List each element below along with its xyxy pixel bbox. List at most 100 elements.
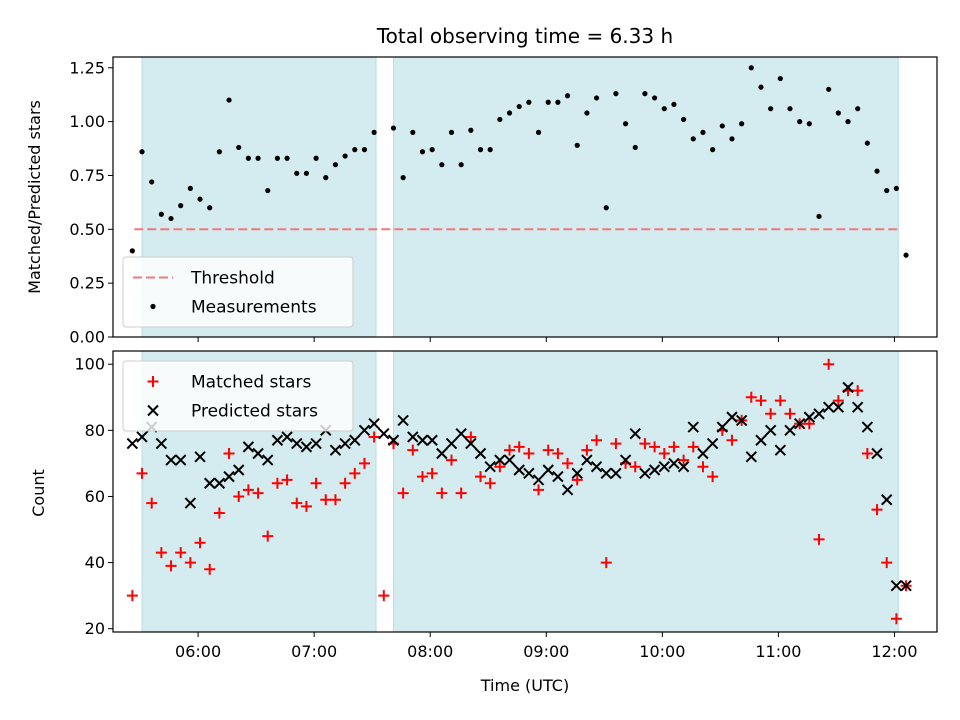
x-tick-label: 12:00 <box>871 642 917 661</box>
data-point-x <box>378 427 390 440</box>
data-point-x <box>426 434 438 446</box>
data-point-plus <box>136 467 148 479</box>
x-tick-label: 08:00 <box>407 642 453 661</box>
data-point-x <box>639 467 651 480</box>
data-point-plus <box>213 507 225 519</box>
top-legend: Threshold Measurements <box>122 256 354 328</box>
data-point-plus <box>813 533 825 545</box>
data-point-x <box>436 447 448 460</box>
data-point-dot <box>700 129 706 135</box>
legend-marker <box>147 376 159 387</box>
bottom-panel: 20 40 60 80 100 06:00 07:00 08:00 09:00 10:00 11:0… <box>29 350 938 695</box>
data-point-x <box>726 411 738 423</box>
data-point-x <box>329 444 342 456</box>
data-point-plus <box>445 454 457 466</box>
data-point-plus <box>678 454 690 466</box>
data-point-plus <box>629 461 641 473</box>
data-point-x <box>619 454 632 466</box>
data-point-x <box>697 447 709 460</box>
data-point-x <box>735 414 748 427</box>
data-point-plus <box>165 560 177 572</box>
data-point-plus <box>271 477 283 489</box>
data-point-plus <box>455 487 467 499</box>
data-point-plus <box>668 441 680 453</box>
data-point-dot <box>400 175 406 181</box>
data-point-x <box>523 467 535 480</box>
data-point-x <box>571 467 583 480</box>
top-panel-ylabel: Matched/Predicted stars <box>25 100 44 294</box>
data-point-plus <box>300 500 312 512</box>
y-tick-label: 20 <box>85 619 105 638</box>
bottom-panel-ylabel: Count <box>29 469 48 517</box>
top-panel: 0.00 0.25 0.50 0.75 1.00 1.25 Total observing… <box>25 24 938 347</box>
bottom-legend: Matched stars Predicted stars <box>122 360 354 432</box>
data-point-dot <box>545 99 551 105</box>
data-point-plus <box>639 438 651 450</box>
data-point-dot <box>245 155 251 161</box>
data-point-x <box>155 437 168 450</box>
y-tick-label: 0.25 <box>69 274 105 293</box>
y-tick-label: 1.00 <box>69 112 105 131</box>
data-point-plus <box>726 434 738 446</box>
data-point-dot <box>226 97 232 103</box>
data-point-x <box>174 454 187 466</box>
data-point-x <box>610 467 622 480</box>
data-point-plus <box>610 438 622 450</box>
data-point-plus <box>484 477 496 489</box>
data-point-x <box>126 437 139 450</box>
data-point-dot <box>487 147 493 153</box>
data-point-dot <box>719 123 725 129</box>
data-point-x <box>494 454 506 466</box>
data-point-dot <box>371 129 377 135</box>
data-point-dot <box>419 149 426 155</box>
data-point-dot <box>603 205 609 211</box>
data-point-x <box>716 421 729 433</box>
data-point-plus <box>416 471 428 483</box>
data-point-plus <box>194 537 206 549</box>
data-point-plus <box>281 474 293 486</box>
data-point-x <box>552 470 564 483</box>
data-point-x <box>213 477 226 489</box>
data-point-x <box>368 418 380 430</box>
data-point-x <box>803 411 816 423</box>
data-point-plus <box>349 467 361 479</box>
data-point-x <box>184 497 197 509</box>
data-point-dot <box>526 99 532 105</box>
data-point-plus <box>774 395 786 407</box>
data-point-x <box>677 460 690 473</box>
data-point-dot <box>255 155 261 161</box>
data-point-plus <box>649 441 661 453</box>
data-point-x <box>532 474 545 486</box>
data-point-x <box>455 427 467 440</box>
y-tick-label: 40 <box>85 553 105 572</box>
legend-label: Predicted stars <box>191 402 318 422</box>
data-point-plus <box>755 395 767 407</box>
data-point-dot <box>632 144 638 151</box>
data-point-plus <box>823 358 835 370</box>
data-point-dot <box>729 136 735 142</box>
data-point-plus <box>329 494 341 506</box>
legend-label: Matched stars <box>191 373 311 393</box>
data-point-plus <box>861 447 873 459</box>
data-point-plus <box>591 434 603 446</box>
data-point-plus <box>475 471 487 483</box>
data-point-x <box>339 437 351 450</box>
data-point-x <box>513 464 525 476</box>
data-point-dot <box>671 101 677 107</box>
data-point-dot <box>207 205 213 211</box>
data-point-dot <box>893 185 899 191</box>
data-point-x <box>842 381 854 394</box>
data-point-x <box>281 431 293 443</box>
y-tick-label: 1.25 <box>69 58 105 77</box>
legend-label: Threshold <box>190 269 275 289</box>
data-point-dot <box>816 213 822 219</box>
data-point-dot <box>864 140 870 146</box>
data-point-plus <box>358 457 370 469</box>
y-tick-label: 80 <box>85 421 105 440</box>
data-point-plus <box>871 504 883 516</box>
data-point-dot <box>448 129 455 135</box>
data-point-x <box>407 431 419 443</box>
data-point-x <box>890 580 903 592</box>
data-point-dot <box>197 196 203 202</box>
